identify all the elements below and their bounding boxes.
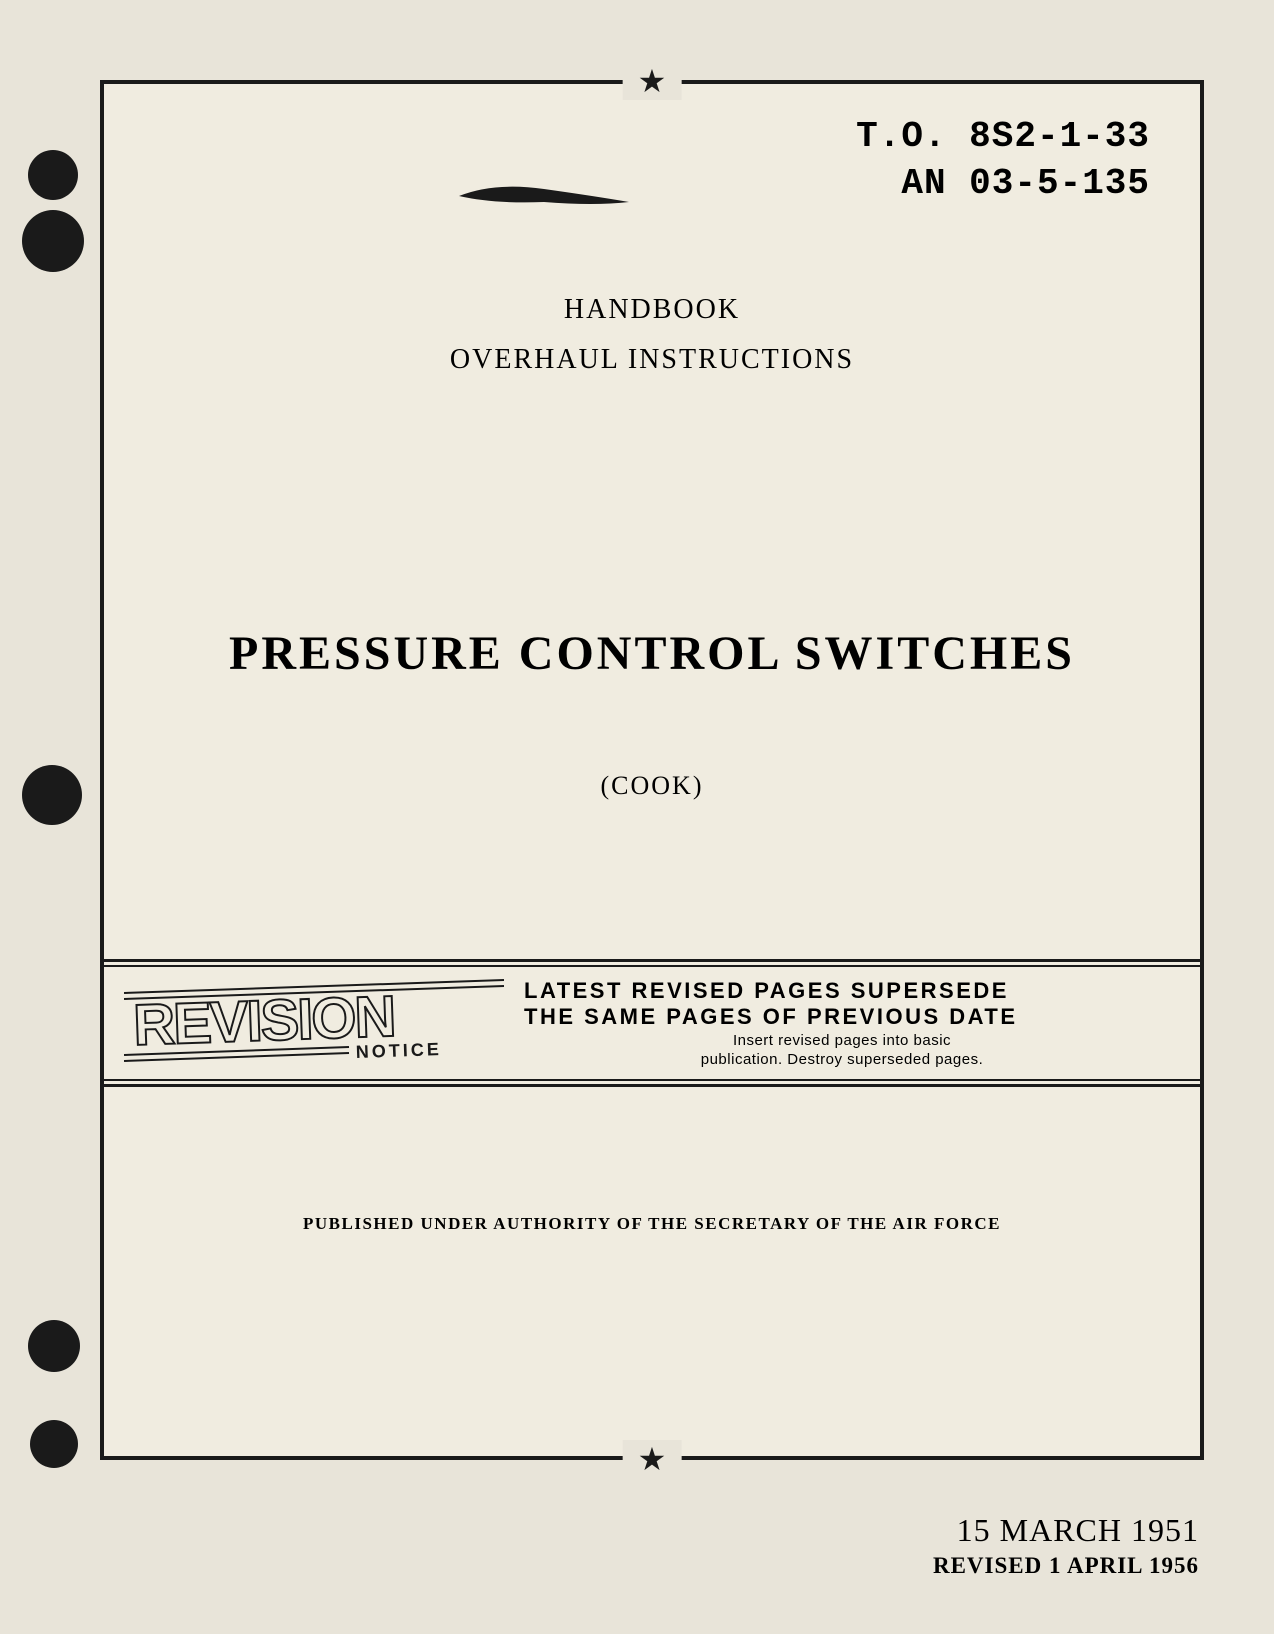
revision-notice-band: REVISION NOTICE LATEST REVISED PAGES SUP… [104, 959, 1200, 1087]
subtitle-label: OVERHAUL INSTRUCTIONS [104, 344, 1200, 376]
manufacturer-label: (COOK) [104, 771, 1200, 801]
revision-graphic: REVISION NOTICE [124, 973, 504, 1073]
revision-text: LATEST REVISED PAGES SUPERSEDE THE SAME … [524, 978, 1160, 1068]
punch-hole [22, 210, 84, 272]
document-frame: ★ ★ T.O. 8S2-1-33 AN 03-5-135 HANDBOOK O… [100, 80, 1204, 1460]
star-decoration-bottom: ★ [623, 1440, 682, 1478]
punch-hole [28, 150, 78, 200]
punch-hole [28, 1320, 80, 1372]
revision-inner: REVISION NOTICE LATEST REVISED PAGES SUP… [104, 965, 1200, 1081]
to-number: T.O. 8S2-1-33 [856, 114, 1150, 161]
header-section: HANDBOOK OVERHAUL INSTRUCTIONS [104, 294, 1200, 376]
revision-sub2: publication. Destroy superseded pages. [524, 1051, 1160, 1068]
ink-smudge [444, 174, 644, 214]
document-numbers: T.O. 8S2-1-33 AN 03-5-135 [856, 114, 1150, 208]
revised-date: REVISED 1 APRIL 1956 [933, 1553, 1199, 1579]
punch-hole [30, 1420, 78, 1468]
revision-sub1: Insert revised pages into basic [524, 1032, 1160, 1049]
document-page: ★ ★ T.O. 8S2-1-33 AN 03-5-135 HANDBOOK O… [0, 0, 1274, 1634]
an-number: AN 03-5-135 [856, 161, 1150, 208]
handbook-label: HANDBOOK [104, 294, 1200, 326]
punch-hole [22, 765, 82, 825]
revision-line1: LATEST REVISED PAGES SUPERSEDE [524, 978, 1160, 1004]
original-date: 15 MARCH 1951 [933, 1512, 1199, 1549]
notice-word: NOTICE [355, 1039, 442, 1062]
dates-block: 15 MARCH 1951 REVISED 1 APRIL 1956 [933, 1512, 1199, 1579]
main-title: PRESSURE CONTROL SWITCHES [104, 626, 1200, 681]
revision-line2: THE SAME PAGES OF PREVIOUS DATE [524, 1004, 1160, 1030]
authority-statement: PUBLISHED UNDER AUTHORITY OF THE SECRETA… [104, 1214, 1200, 1234]
star-decoration-top: ★ [623, 62, 682, 100]
